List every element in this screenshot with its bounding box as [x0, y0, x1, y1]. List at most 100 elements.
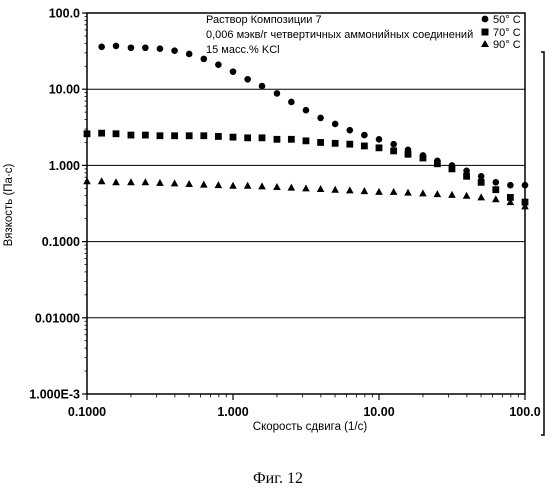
data-point-triangle [317, 185, 325, 192]
annotation-line-2: 0,006 мэкв/г четвертичных аммонийных сое… [206, 29, 473, 41]
data-point-square [463, 173, 470, 180]
data-point-square [376, 144, 383, 151]
data-point-circle [128, 44, 135, 51]
data-point-circle [507, 182, 514, 189]
data-point-triangle [215, 181, 223, 188]
data-point-square [332, 140, 339, 147]
data-point-circle [288, 99, 295, 106]
data-point-circle [259, 83, 266, 90]
data-point-triangle [171, 179, 179, 186]
viscosity-chart: 0.10001.00010.00100.0 1.000E-30.010000.1… [0, 0, 556, 470]
data-point-triangle [156, 179, 164, 186]
data-point-square [317, 139, 324, 146]
series-2 [83, 177, 529, 209]
data-point-circle [493, 179, 500, 186]
data-point-square [405, 151, 412, 158]
data-point-circle [347, 127, 354, 134]
data-point-triangle [244, 182, 252, 189]
data-point-triangle [361, 187, 369, 194]
data-point-square [390, 147, 397, 154]
plot-frame [87, 13, 525, 394]
data-point-circle [522, 182, 529, 189]
data-point-circle [142, 44, 149, 51]
data-point-square [142, 132, 149, 139]
data-point-square [420, 155, 427, 162]
x-tick-label: 1.000 [217, 405, 248, 419]
x-tick-label: 0.1000 [68, 405, 106, 419]
data-point-circle [274, 90, 281, 97]
data-point-square [492, 186, 499, 193]
data-point-triangle [434, 190, 442, 197]
data-point-square [288, 136, 295, 143]
data-point-square [244, 134, 251, 141]
data-point-triangle [331, 186, 339, 193]
legend-item-50c: 50° C [482, 14, 521, 26]
x-tick-label: 10.00 [363, 405, 394, 419]
data-point-triangle [346, 186, 354, 193]
data-point-square [98, 130, 105, 137]
legend-label-70c: 70° C [493, 27, 521, 39]
y-tick-label: 0.1000 [42, 235, 80, 249]
data-point-triangle [127, 178, 135, 185]
data-point-square [113, 130, 120, 137]
data-point-square [274, 136, 281, 143]
data-point-circle [113, 43, 120, 50]
annotation: Раствор Композиции 7 0,006 мэкв/г четвер… [206, 14, 473, 56]
data-point-circle [376, 136, 383, 143]
x-axis: 0.1000 1.000 10.00 100.0 [68, 394, 541, 419]
data-point-square [215, 133, 222, 140]
data-point-circle [171, 47, 178, 54]
legend: 50° C 70° C 90° C [481, 14, 521, 51]
legend-square-marker [482, 29, 489, 36]
annotation-line-1: Раствор Композиции 7 [206, 14, 322, 26]
page-edge-bracket [541, 52, 544, 435]
data-point-triangle [419, 189, 427, 196]
legend-label-90c: 90° C [493, 39, 521, 51]
data-point-square [361, 143, 368, 150]
y-tick-label: 10.00 [49, 83, 80, 97]
series-0 [98, 43, 528, 189]
data-point-circle [98, 44, 105, 51]
data-point-circle [186, 51, 193, 58]
data-point-triangle [288, 184, 296, 191]
data-point-circle [361, 132, 368, 139]
data-point-triangle [229, 182, 237, 189]
data-point-circle [317, 115, 324, 122]
data-point-triangle [273, 183, 281, 190]
data-point-square [200, 132, 207, 139]
data-point-square [346, 141, 353, 148]
data-point-triangle [112, 178, 120, 185]
y-tick-label: 1.000E-3 [29, 388, 80, 402]
legend-triangle-marker [481, 40, 489, 47]
data-point-circle [332, 121, 339, 128]
data-point-square [230, 134, 237, 141]
data-point-square [478, 179, 485, 186]
data-point-square [171, 132, 178, 139]
legend-item-70c: 70° C [482, 27, 521, 39]
data-point-square [128, 132, 135, 139]
data-point-circle [244, 76, 251, 83]
data-point-square [303, 137, 310, 144]
data-point-triangle [404, 189, 412, 196]
data-point-square [434, 160, 441, 167]
annotation-line-3: 15 масс.% KCl [206, 44, 280, 56]
data-point-circle [303, 107, 310, 114]
legend-item-90c: 90° C [481, 39, 521, 51]
data-point-triangle [492, 195, 500, 202]
data-point-triangle [258, 182, 266, 189]
grid [87, 13, 525, 394]
data-point-triangle [185, 180, 193, 187]
y-tick-label: 1.000 [49, 159, 80, 173]
data-point-triangle [463, 192, 471, 199]
data-point-circle [201, 56, 208, 63]
data-point-circle [157, 45, 164, 52]
data-point-triangle [302, 184, 310, 191]
data-point-triangle [477, 193, 485, 200]
data-point-triangle [375, 188, 383, 195]
figure-caption: Фиг. 12 [0, 470, 556, 488]
data-point-square [186, 132, 193, 139]
x-tick-label: 100.0 [509, 405, 540, 419]
data-point-triangle [142, 178, 150, 185]
data-point-square [259, 134, 266, 141]
data-point-triangle [83, 177, 91, 184]
